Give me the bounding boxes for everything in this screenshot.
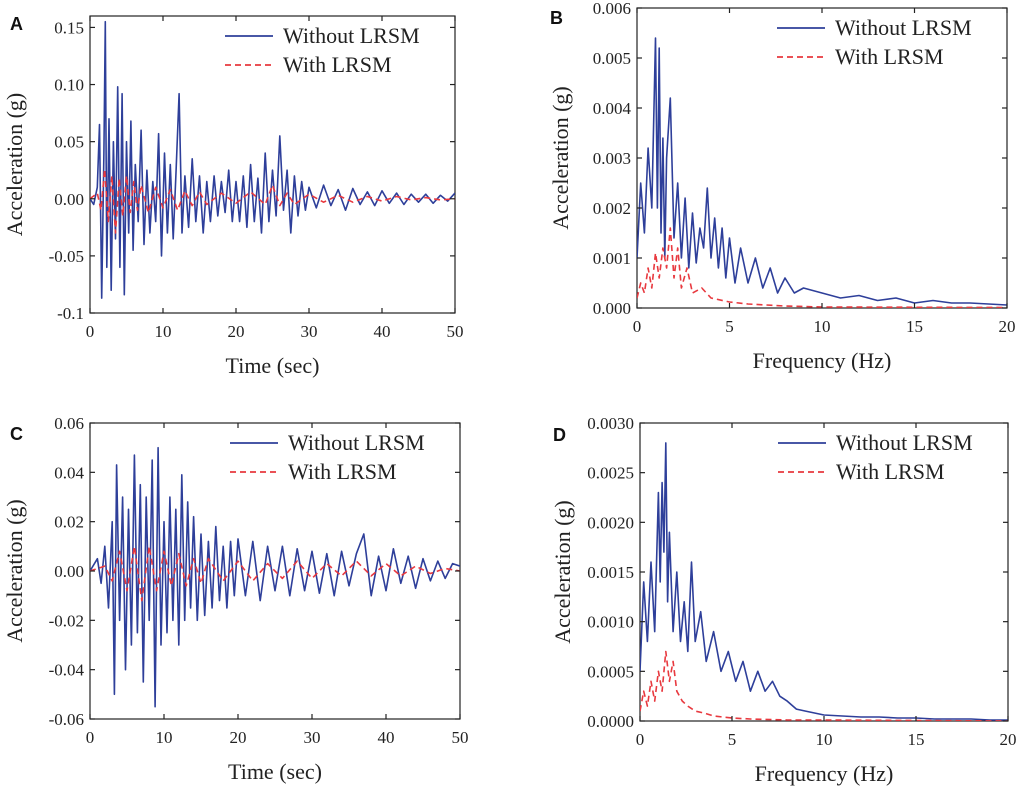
x-tick-label: 10	[816, 730, 833, 749]
x-tick-label: 30	[304, 728, 321, 747]
x-tick-label: 20	[1000, 730, 1017, 749]
panel-letter: A	[10, 14, 23, 34]
legend-label: Without LRSM	[835, 15, 972, 40]
y-axis-title: Acceleration (g)	[2, 499, 27, 643]
plot-frame	[639, 422, 1009, 722]
y-tick-label: -0.06	[49, 710, 84, 729]
y-tick-label: 0.00	[54, 190, 84, 209]
series-with-lrsm-line	[640, 650, 1008, 721]
y-tick-label: 0.0025	[587, 464, 634, 483]
x-tick-label: 50	[447, 322, 464, 341]
series-without-lrsm-line	[90, 446, 460, 708]
legend-label: With LRSM	[283, 52, 392, 77]
x-tick-label: 10	[155, 322, 172, 341]
y-tick-label: 0.0015	[587, 563, 634, 582]
y-tick-label: 0.04	[54, 463, 84, 482]
y-tick-label: 0.001	[593, 249, 631, 268]
x-tick-label: 10	[156, 728, 173, 747]
series-without-lrsm-line	[637, 37, 1007, 306]
x-tick-label: 40	[378, 728, 395, 747]
legend-label: Without LRSM	[836, 430, 973, 455]
x-tick-label: 40	[374, 322, 391, 341]
plot-frame	[89, 15, 456, 314]
y-tick-label: -0.1	[57, 304, 84, 323]
x-tick-label: 15	[906, 317, 923, 336]
y-tick-label: 0.000	[593, 299, 631, 318]
y-tick-label: 0.005	[593, 49, 631, 68]
x-axis-title: Frequency (Hz)	[753, 348, 892, 373]
legend-label: Without LRSM	[288, 430, 425, 455]
y-tick-label: 0.15	[54, 18, 84, 37]
y-tick-label: 0.0010	[587, 613, 634, 632]
x-tick-label: 5	[725, 317, 734, 336]
plot-frame	[636, 7, 1008, 309]
y-tick-label: 0.0000	[587, 712, 634, 731]
x-tick-label: 50	[452, 728, 469, 747]
x-tick-label: 20	[228, 322, 245, 341]
y-axis-title: Acceleration (g)	[548, 86, 573, 230]
y-tick-label: 0.004	[593, 99, 632, 118]
y-tick-label: 0.00	[54, 562, 84, 581]
y-tick-label: 0.0005	[587, 662, 634, 681]
y-axis-title: Acceleration (g)	[550, 500, 575, 644]
y-tick-label: -0.05	[49, 247, 84, 266]
panel-letter: D	[553, 425, 566, 445]
legend-label: With LRSM	[288, 459, 397, 484]
y-tick-label: -0.04	[49, 661, 85, 680]
x-tick-label: 0	[633, 317, 642, 336]
series-without-lrsm-line	[640, 442, 1008, 721]
x-tick-label: 30	[301, 322, 318, 341]
series-with-lrsm-line	[637, 227, 1007, 308]
y-tick-label: 0.006	[593, 0, 631, 18]
legend-label: With LRSM	[835, 44, 944, 69]
y-tick-label: 0.05	[54, 133, 84, 152]
series-without-lrsm-line	[90, 20, 455, 299]
x-axis-title: Frequency (Hz)	[755, 761, 894, 786]
y-tick-label: 0.0020	[587, 513, 634, 532]
x-tick-label: 20	[230, 728, 247, 747]
y-tick-label: 0.10	[54, 76, 84, 95]
panel-letter: B	[550, 8, 563, 28]
panel-letter: C	[10, 424, 23, 444]
y-tick-label: 0.003	[593, 149, 631, 168]
x-axis-title: Time (sec)	[228, 759, 322, 784]
y-tick-label: 0.002	[593, 199, 631, 218]
panel-a: A 0 10 20 30 40 50 -0.1 -0.05 0.00 0.05 0.10 0.15 Tim…	[2, 14, 464, 378]
x-tick-label: 0	[636, 730, 645, 749]
panel-c: C 0 10 20 30 40 50 -0.06 -0.04 -0.02 0.00 0.02 0.04 0…	[2, 414, 469, 784]
legend-label: Without LRSM	[283, 23, 420, 48]
x-tick-label: 0	[86, 322, 95, 341]
panel-d: D 0 5 10 15 20 0.0000 0.0005 0.0010 0.0015 0.0020 0…	[550, 414, 1017, 786]
series-with-lrsm-line	[90, 168, 455, 234]
y-tick-label: 0.02	[54, 513, 84, 532]
x-tick-label: 20	[999, 317, 1016, 336]
x-tick-label: 10	[814, 317, 831, 336]
y-axis-title: Acceleration (g)	[2, 93, 27, 237]
x-tick-label: 5	[728, 730, 737, 749]
y-tick-label: 0.0030	[587, 414, 634, 433]
series-with-lrsm-line	[90, 545, 460, 602]
y-tick-label: 0.06	[54, 414, 84, 433]
x-tick-label: 15	[908, 730, 925, 749]
legend-label: With LRSM	[836, 459, 945, 484]
panel-b: B 0 5 10 15 20 0.000 0.001 0.002 0.003 0.004 0.005 0…	[548, 0, 1016, 373]
y-tick-label: -0.02	[49, 611, 84, 630]
x-tick-label: 0	[86, 728, 95, 747]
x-axis-title: Time (sec)	[226, 353, 320, 378]
